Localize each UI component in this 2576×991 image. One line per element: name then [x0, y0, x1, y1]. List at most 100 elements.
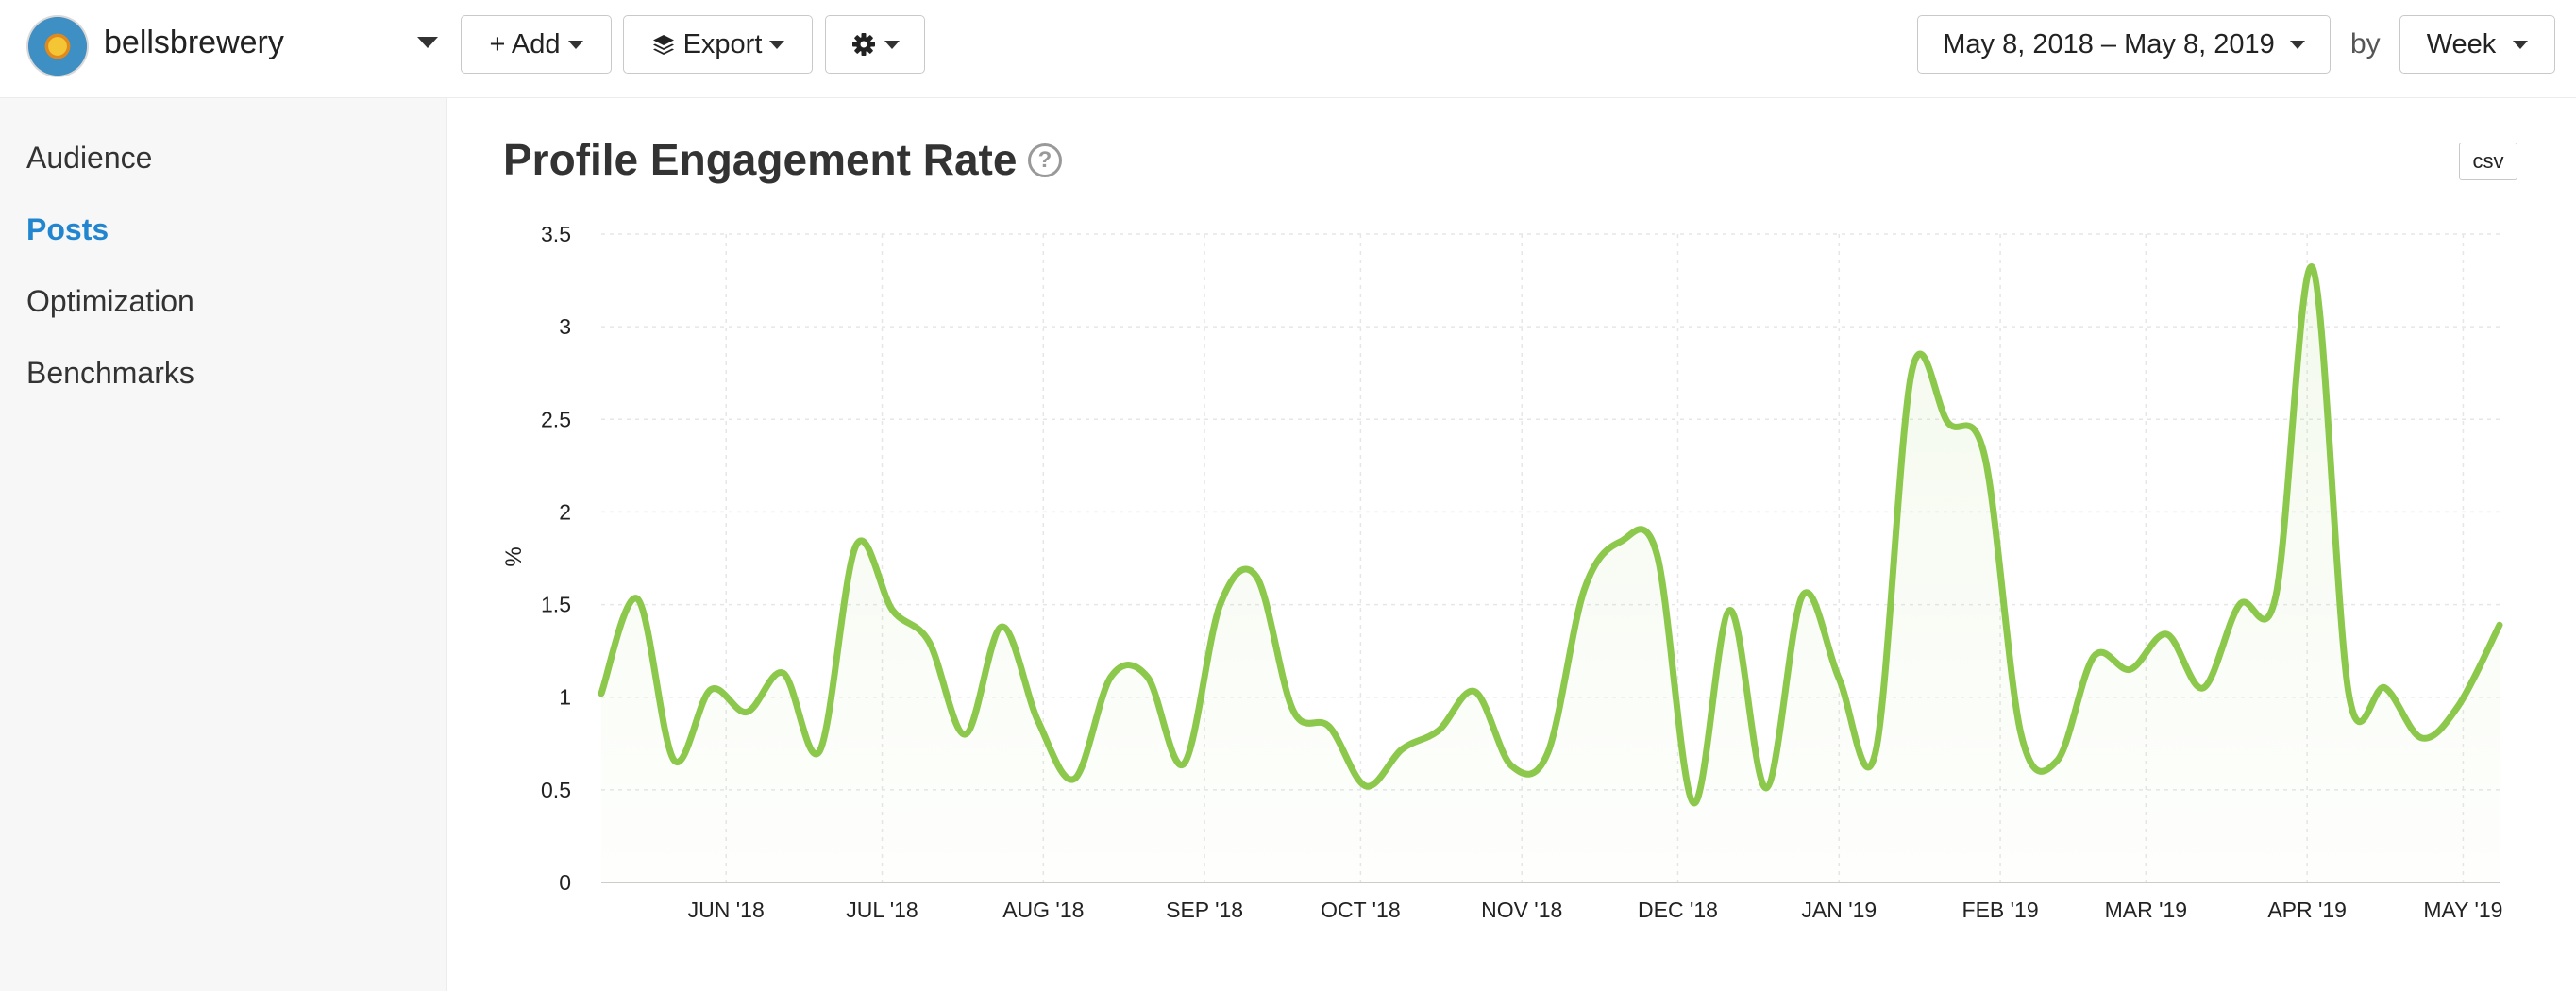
- data-point[interactable]: [2267, 587, 2284, 604]
- data-point[interactable]: [2340, 685, 2357, 702]
- x-tick-label: MAR '19: [2105, 898, 2187, 922]
- data-point[interactable]: [1940, 414, 1957, 431]
- x-tick-label: FEB '19: [1962, 898, 2039, 922]
- account-dropdown-caret-icon[interactable]: [417, 37, 438, 48]
- gear-icon: [852, 33, 875, 56]
- by-label: by: [2350, 28, 2381, 59]
- data-point[interactable]: [1212, 596, 1229, 613]
- data-point[interactable]: [957, 726, 974, 743]
- account-avatar[interactable]: [28, 17, 87, 76]
- help-icon[interactable]: ?: [1028, 143, 1062, 177]
- chevron-down-icon: [769, 40, 785, 49]
- sidebar-item-posts[interactable]: Posts: [26, 212, 109, 246]
- data-point[interactable]: [1575, 581, 1592, 598]
- data-point[interactable]: [738, 703, 755, 720]
- data-point[interactable]: [993, 618, 1010, 635]
- chevron-down-icon: [567, 40, 583, 49]
- data-point[interactable]: [1758, 780, 1775, 797]
- y-tick-label: 1.5: [541, 593, 571, 617]
- data-point[interactable]: [2304, 259, 2321, 276]
- x-tick-label: MAY '19: [2423, 898, 2502, 922]
- data-point[interactable]: [1867, 745, 1884, 762]
- data-point[interactable]: [1248, 568, 1265, 585]
- data-point[interactable]: [1357, 778, 1374, 795]
- data-point[interactable]: [2195, 680, 2212, 697]
- data-point[interactable]: [1648, 546, 1665, 563]
- settings-button[interactable]: [825, 15, 925, 74]
- data-point[interactable]: [1467, 683, 1484, 700]
- data-point[interactable]: [2231, 596, 2248, 613]
- interval-label: Week: [2426, 28, 2497, 59]
- x-tick-label: JUL '18: [846, 898, 918, 922]
- x-tick-label: DEC '18: [1638, 898, 1718, 922]
- data-point[interactable]: [2122, 661, 2139, 678]
- y-tick-label: 2.5: [541, 407, 571, 431]
- data-point[interactable]: [1830, 670, 1847, 687]
- sidebar-item-optimization[interactable]: Optimization: [26, 284, 194, 318]
- account-name[interactable]: bellsbrewery: [104, 25, 284, 60]
- data-point[interactable]: [2012, 726, 2029, 743]
- x-tick-label: NOV '18: [1481, 898, 1562, 922]
- data-point[interactable]: [1540, 745, 1557, 762]
- data-point[interactable]: [1503, 757, 1520, 774]
- data-point[interactable]: [1066, 770, 1083, 787]
- data-point[interactable]: [1103, 668, 1120, 685]
- data-point[interactable]: [1430, 722, 1447, 739]
- data-point[interactable]: [1393, 741, 1410, 758]
- data-point[interactable]: [2158, 626, 2175, 643]
- interval-select[interactable]: Week: [2399, 15, 2555, 74]
- data-point[interactable]: [1685, 795, 1702, 812]
- date-range-label: May 8, 2018 – May 8, 2019: [1943, 28, 2275, 59]
- data-point[interactable]: [2377, 680, 2394, 697]
- data-point[interactable]: [920, 633, 937, 650]
- data-point[interactable]: [1321, 718, 1338, 735]
- y-tick-label: 3: [559, 314, 571, 339]
- series-line: [598, 263, 2503, 807]
- data-point[interactable]: [1903, 362, 1920, 379]
- data-point[interactable]: [1285, 701, 1302, 718]
- sidebar-item-benchmarks[interactable]: Benchmarks: [26, 356, 194, 390]
- layers-icon: [652, 35, 674, 55]
- x-tick-label: OCT '18: [1321, 898, 1401, 922]
- sidebar-item-audience[interactable]: Audience: [26, 141, 153, 175]
- sidebar: Audience Posts Optimization Benchmarks: [0, 98, 447, 991]
- series-area: [601, 266, 2500, 882]
- data-point[interactable]: [1977, 448, 1994, 465]
- export-button-label: Export: [682, 28, 763, 59]
- x-tick-label: APR '19: [2267, 898, 2347, 922]
- data-point[interactable]: [1030, 713, 1047, 730]
- data-point[interactable]: [1139, 668, 1156, 685]
- data-point[interactable]: [1794, 587, 1811, 604]
- data-point[interactable]: [884, 601, 901, 618]
- data-point[interactable]: [2450, 698, 2467, 715]
- csv-download-button[interactable]: csv: [2459, 143, 2517, 180]
- y-axis-label: %: [501, 546, 527, 566]
- y-tick-label: 3.5: [541, 222, 571, 246]
- data-point[interactable]: [665, 751, 682, 768]
- data-point[interactable]: [811, 743, 828, 760]
- chevron-down-icon: [884, 40, 900, 49]
- x-tick-label: JAN '19: [1801, 898, 1877, 922]
- data-point[interactable]: [630, 591, 647, 608]
- data-point[interactable]: [702, 681, 719, 698]
- data-point[interactable]: [775, 664, 792, 681]
- data-point[interactable]: [848, 537, 865, 554]
- chevron-down-icon: [2289, 40, 2305, 49]
- data-point[interactable]: [593, 685, 610, 702]
- data-point[interactable]: [2049, 751, 2066, 768]
- data-point[interactable]: [1612, 533, 1629, 550]
- page-title: Profile Engagement Rate: [503, 135, 1018, 184]
- date-range-picker[interactable]: May 8, 2018 – May 8, 2019: [1917, 15, 2331, 74]
- y-tick-label: 0.5: [541, 778, 571, 802]
- data-point[interactable]: [1175, 755, 1192, 772]
- chevron-down-icon: [2513, 40, 2529, 49]
- data-point[interactable]: [2413, 730, 2430, 747]
- export-button[interactable]: Export: [623, 15, 813, 74]
- x-tick-label: SEP '18: [1166, 898, 1243, 922]
- data-point[interactable]: [2491, 616, 2508, 633]
- add-button[interactable]: + Add: [461, 15, 612, 74]
- data-point[interactable]: [1722, 601, 1739, 618]
- data-point[interactable]: [2085, 648, 2102, 665]
- area-layer: [601, 266, 2500, 882]
